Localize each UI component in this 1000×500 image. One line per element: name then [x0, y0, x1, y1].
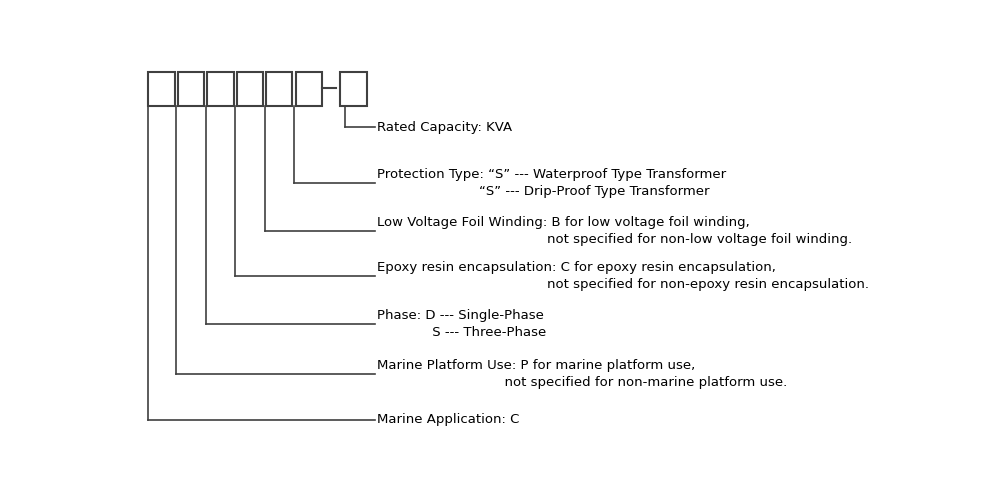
Text: Marine Application: C: Marine Application: C [377, 414, 519, 426]
Bar [178, 72, 204, 106]
Bar [148, 72, 175, 106]
Bar [237, 72, 263, 106]
Text: Rated Capacity: KVA: Rated Capacity: KVA [377, 121, 512, 134]
Text: Protection Type: “S” --- Waterproof Type Transformer
                        “S”: Protection Type: “S” --- Waterproof Type… [377, 168, 726, 198]
Bar [296, 72, 322, 106]
Bar [266, 72, 292, 106]
Bar [207, 72, 234, 106]
Text: Phase: D --- Single-Phase
             S --- Three-Phase: Phase: D --- Single-Phase S --- Three-Ph… [377, 308, 546, 338]
Text: Epoxy resin encapsulation: C for epoxy resin encapsulation,
                    : Epoxy resin encapsulation: C for epoxy r… [377, 260, 869, 290]
Text: Low Voltage Foil Winding: B for low voltage foil winding,
                      : Low Voltage Foil Winding: B for low volt… [377, 216, 852, 246]
Bar [340, 72, 367, 106]
Text: Marine Platform Use: P for marine platform use,
                              no: Marine Platform Use: P for marine platfo… [377, 359, 787, 389]
